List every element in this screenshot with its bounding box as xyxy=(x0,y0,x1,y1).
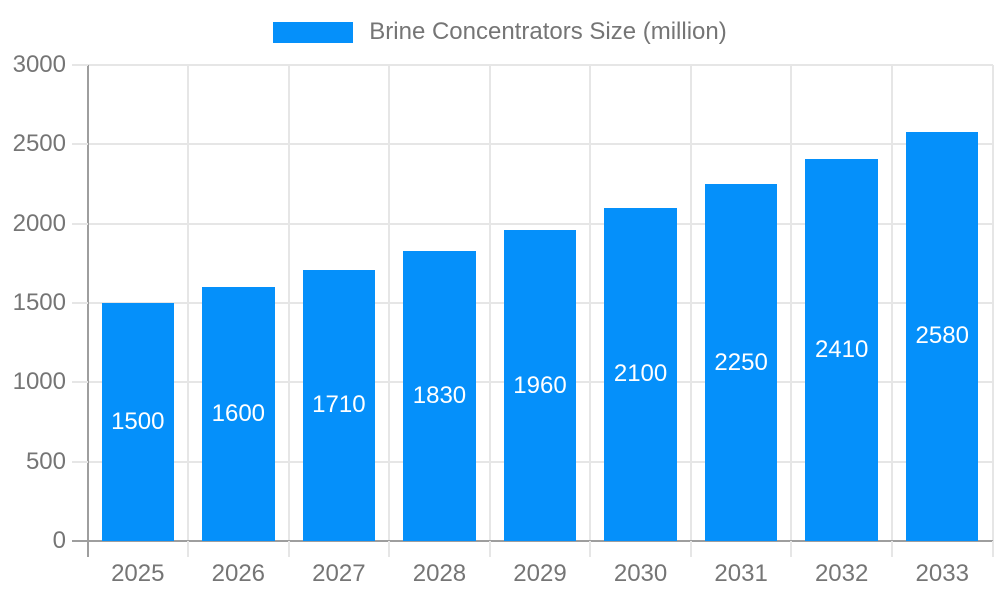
v-gridline xyxy=(187,65,190,541)
y-tick-label: 3000 xyxy=(12,51,66,78)
x-tick xyxy=(689,541,692,557)
h-gridline xyxy=(87,143,993,146)
h-gridline xyxy=(87,64,993,66)
x-tick xyxy=(991,541,994,557)
y-tick xyxy=(71,302,88,304)
x-tick xyxy=(388,541,391,557)
y-tick-label: 0 xyxy=(52,527,66,554)
bar-2026 xyxy=(202,287,275,541)
bar-2033 xyxy=(906,131,979,541)
x-tick-label: 2033 xyxy=(915,560,969,587)
v-gridline xyxy=(991,65,994,541)
y-tick-label: 1500 xyxy=(12,289,66,316)
bar-2030 xyxy=(604,207,677,541)
x-tick xyxy=(187,541,190,557)
x-tick xyxy=(488,541,491,557)
bar-2027 xyxy=(302,269,376,541)
bar-value-label: 1960 xyxy=(513,371,567,399)
y-tick xyxy=(71,460,88,463)
x-tick-label: 2029 xyxy=(513,560,567,587)
bar-2029 xyxy=(503,230,577,541)
legend-swatch xyxy=(273,21,354,43)
x-tick-label: 2028 xyxy=(412,560,467,587)
y-tick-label: 2000 xyxy=(12,209,66,237)
v-gridline xyxy=(790,65,793,541)
v-gridline xyxy=(388,65,391,541)
y-tick-label: 2500 xyxy=(12,130,66,158)
v-gridline xyxy=(488,65,491,541)
x-tick xyxy=(790,541,793,557)
v-gridline xyxy=(890,65,893,541)
legend-label: Brine Concentrators Size (million) xyxy=(369,18,727,45)
y-tick xyxy=(71,222,88,225)
y-tick-label: 500 xyxy=(25,447,66,475)
bar-value-label: 1710 xyxy=(312,391,366,419)
x-tick xyxy=(287,541,290,557)
bar-value-label: 1830 xyxy=(412,381,467,409)
x-tick-label: 2032 xyxy=(814,560,869,587)
bar-value-label: 2250 xyxy=(714,348,768,376)
x-tick-label: 2027 xyxy=(312,560,366,587)
x-tick-label: 2031 xyxy=(714,560,768,587)
y-tick xyxy=(71,64,88,66)
bar-2025 xyxy=(101,303,174,541)
v-gridline xyxy=(589,65,592,541)
y-tick xyxy=(71,381,88,384)
v-gridline xyxy=(287,65,290,541)
bar-value-label: 2580 xyxy=(915,322,969,350)
bar-value-label: 2410 xyxy=(814,335,869,363)
x-tick xyxy=(589,541,592,557)
x-tick xyxy=(890,541,893,557)
x-axis-line xyxy=(71,540,993,542)
y-tick-label: 1000 xyxy=(12,368,66,396)
x-tick-label: 2026 xyxy=(211,560,266,587)
bar-value-label: 1500 xyxy=(111,408,165,435)
y-tick xyxy=(71,143,88,146)
x-tick-label: 2025 xyxy=(111,560,165,587)
bar-value-label: 1600 xyxy=(211,400,266,428)
bar-2032 xyxy=(805,158,878,541)
bar-value-label: 2100 xyxy=(613,360,668,388)
bar-2031 xyxy=(704,184,778,541)
bar-2028 xyxy=(403,250,476,541)
chart-legend[interactable]: Brine Concentrators Size (million) xyxy=(0,20,1000,44)
x-tick-label: 2030 xyxy=(613,560,668,587)
y-axis-line xyxy=(86,65,89,557)
h-gridline xyxy=(87,222,993,225)
v-gridline xyxy=(689,65,692,541)
